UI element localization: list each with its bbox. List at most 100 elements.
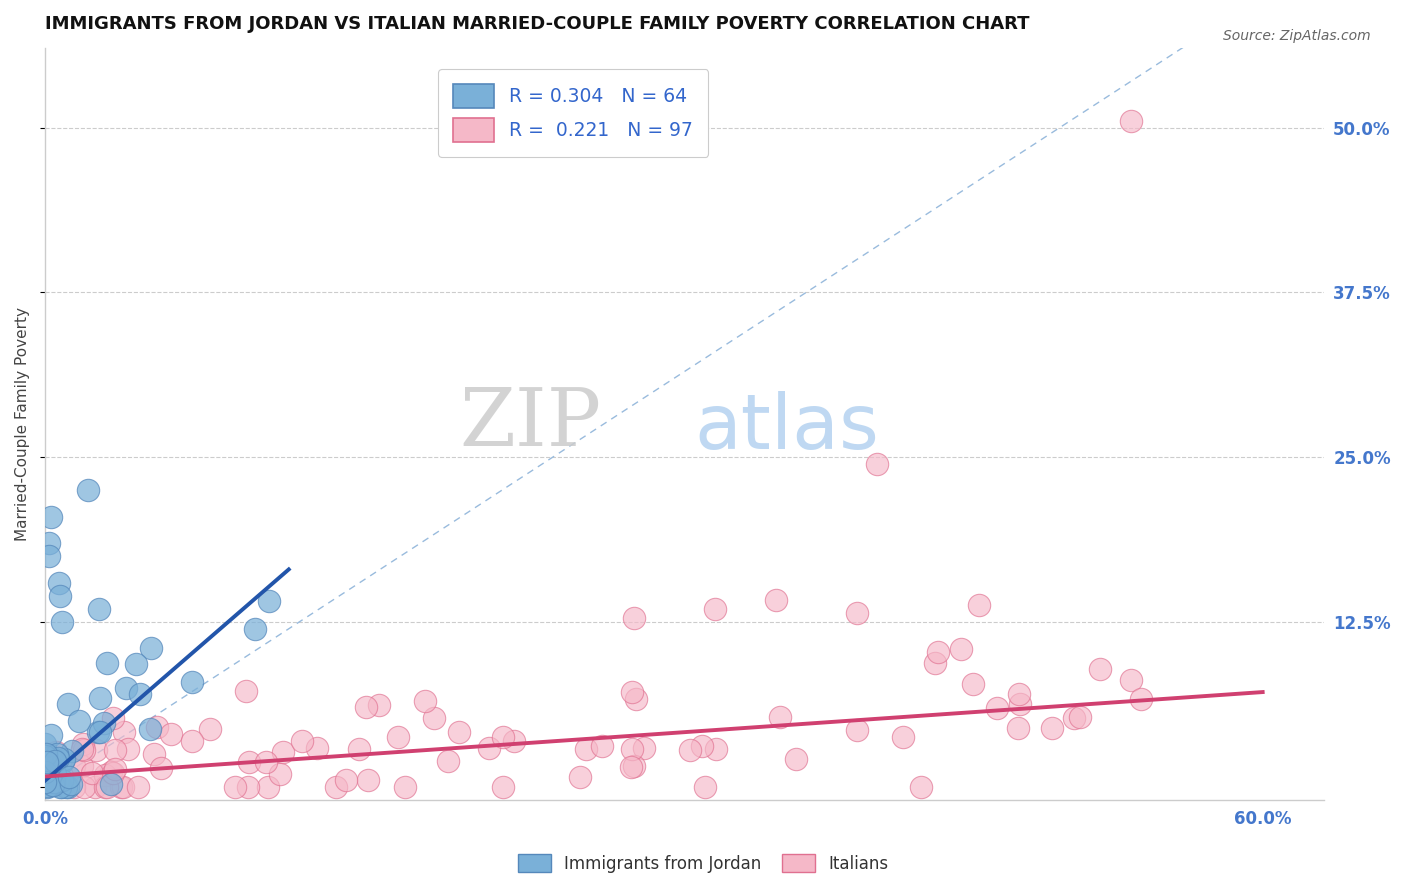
Point [96,656,118,670]
Point [55,780,77,794]
Point [845,606,868,620]
Point [89,725,111,739]
Point [49,780,72,794]
Point [101,711,124,725]
Point [104,743,127,757]
Point [56,697,79,711]
Y-axis label: Married-Couple Family Poverty: Married-Couple Family Poverty [15,308,30,541]
Point [112,725,135,739]
Point [1063,710,1085,724]
Point [1008,686,1031,700]
Point [110,780,132,794]
Point [129,687,152,701]
Point [160,727,183,741]
Point [49,589,72,603]
Point [910,780,932,794]
Point [100,777,122,791]
Point [70,742,93,756]
Point [39,770,62,784]
Point [271,745,294,759]
Point [73,780,96,794]
Point [1007,721,1029,735]
Point [704,741,727,756]
Point [845,723,868,737]
Point [44,767,66,781]
Point [39,778,62,792]
Point [34,775,56,789]
Point [394,780,416,794]
Point [967,598,990,612]
Point [633,740,655,755]
Point [679,742,702,756]
Point [34,748,56,763]
Point [949,642,972,657]
Point [962,677,984,691]
Point [34,764,56,779]
Point [181,675,204,690]
Point [1069,710,1091,724]
Point [695,780,717,794]
Point [368,698,391,713]
Point [624,692,647,706]
Point [35,768,58,782]
Point [423,711,446,725]
Point [1010,697,1032,711]
Point [37,756,59,770]
Point [38,768,60,782]
Point [492,780,515,794]
Text: Source: ZipAtlas.com: Source: ZipAtlas.com [1223,29,1371,43]
Point [492,730,515,744]
Legend: Immigrants from Jordan, Italians: Immigrants from Jordan, Italians [510,847,896,880]
Point [83,780,105,794]
Point [569,771,592,785]
Point [243,623,266,637]
Point [101,765,124,780]
Point [181,733,204,747]
Point [37,780,59,794]
Point [254,755,277,769]
Point [89,690,111,705]
Point [60,744,83,758]
Point [111,780,134,794]
Point [46,747,69,762]
Point [41,760,63,774]
Point [139,722,162,736]
Text: atlas: atlas [695,391,879,465]
Legend: R = 0.304   N = 64, R =  0.221   N = 97: R = 0.304 N = 64, R = 0.221 N = 97 [439,69,709,157]
Point [77,483,100,498]
Point [41,778,63,792]
Point [51,773,73,788]
Point [620,742,643,756]
Point [305,740,328,755]
Point [87,724,110,739]
Point [35,747,58,762]
Point [35,755,58,769]
Point [80,766,103,780]
Point [117,742,139,756]
Point [34,737,56,751]
Point [39,771,62,785]
Point [62,758,84,772]
Point [927,645,949,659]
Point [63,780,86,794]
Point [37,758,59,772]
Point [38,549,60,564]
Point [52,754,75,768]
Point [39,728,62,742]
Point [84,743,107,757]
Point [67,714,90,729]
Point [146,720,169,734]
Point [114,681,136,695]
Point [141,640,163,655]
Point [235,683,257,698]
Point [692,739,714,753]
Point [621,685,644,699]
Point [94,768,117,782]
Point [100,764,122,779]
Point [73,743,96,757]
Point [591,739,613,753]
Point [143,747,166,761]
Point [224,780,246,794]
Point [37,765,59,780]
Point [104,762,127,776]
